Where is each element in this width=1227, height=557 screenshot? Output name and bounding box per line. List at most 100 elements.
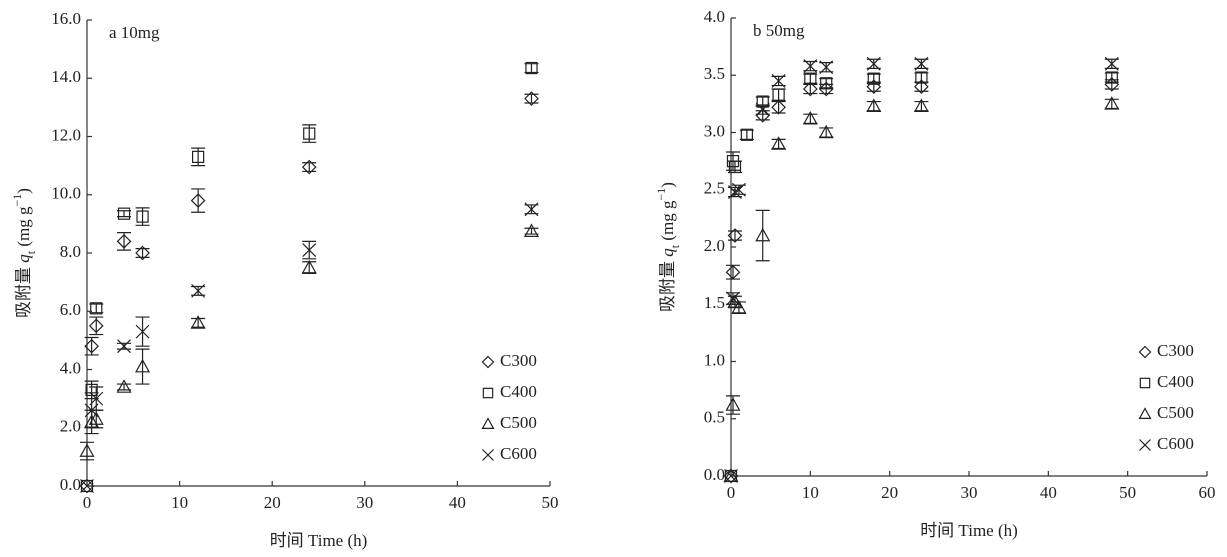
marker-square [915, 71, 928, 84]
y-tick-label: 6.0 [60, 300, 81, 319]
marker-triangle [88, 411, 104, 425]
marker-triangle [523, 223, 539, 237]
marker-diamond [914, 79, 929, 95]
marker-diamond [723, 468, 739, 484]
marker-diamond [802, 81, 818, 97]
error-bar [803, 83, 818, 95]
marker-triangle [1138, 407, 1152, 419]
y-tick-label: 1.0 [704, 350, 725, 369]
error-bar [819, 78, 834, 89]
x-tick-label: 50 [542, 493, 559, 512]
marker-diamond [725, 264, 741, 280]
y-axis-label-part: −1 [654, 188, 668, 201]
marker-triangle [1104, 96, 1120, 110]
x-tick-label: 10 [171, 493, 188, 512]
y-tick-label: 12.0 [51, 125, 81, 144]
marker-triangle [913, 98, 929, 112]
marker-square [117, 207, 131, 220]
error-bar [117, 210, 132, 218]
error-bar [866, 100, 881, 112]
legend-label: C400 [500, 382, 537, 401]
marker-triangle [818, 124, 834, 139]
error-bar [819, 127, 834, 138]
marker-diamond [88, 318, 104, 334]
error-bar [302, 162, 317, 173]
x-axis-label: 时间 Time (h) [920, 521, 1018, 540]
marker-cross [771, 74, 786, 88]
y-axis-label-part: t [668, 244, 682, 248]
y-axis-label-part: (mg g [658, 200, 677, 245]
axis-line [86, 20, 550, 487]
y-tick-label: 2.0 [60, 417, 81, 436]
marker-diamond [727, 228, 743, 243]
marker-triangle [79, 443, 95, 457]
marker-triangle [802, 111, 818, 125]
y-axis-label-part: ) [14, 188, 33, 194]
panel-label: b 50mg [753, 21, 805, 40]
marker-cross [89, 391, 104, 406]
marker-triangle [771, 136, 787, 150]
y-axis-label-part: ) [658, 182, 677, 188]
error-bar [771, 100, 786, 114]
marker-cross [803, 59, 818, 74]
legend-label: C300 [1157, 341, 1194, 360]
error-bar [135, 248, 150, 258]
marker-cross [80, 479, 94, 493]
error-bar [725, 264, 740, 280]
marker-triangle [301, 259, 317, 274]
marker-diamond [79, 478, 95, 494]
marker-square [1139, 377, 1151, 389]
marker-diamond [190, 193, 206, 208]
marker-cross [755, 102, 770, 117]
marker-triangle [723, 468, 739, 482]
marker-square [191, 150, 205, 164]
marker-triangle [116, 379, 132, 393]
error-bar [89, 303, 104, 314]
y-tick-label: 16.0 [51, 9, 81, 28]
y-tick-label: 3.0 [704, 121, 725, 140]
y-tick-label: 3.5 [704, 64, 725, 83]
y-tick-label: 0.5 [704, 408, 725, 427]
y-axis-label-part: q [658, 248, 677, 257]
y-tick-label: 4.0 [704, 7, 725, 26]
error-bar [914, 100, 929, 112]
x-tick-label: 0 [727, 483, 736, 502]
x-tick-label: 40 [1040, 483, 1057, 502]
marker-square [136, 210, 149, 223]
x-tick-label: 10 [802, 483, 819, 502]
marker-triangle [866, 98, 882, 112]
y-axis-label-part: 吸附量 [658, 257, 677, 312]
marker-diamond [135, 245, 150, 261]
y-axis-label: 吸附量 qt (mg g−1) [10, 188, 38, 318]
marker-square [820, 77, 833, 90]
x-tick-label: 50 [1119, 483, 1136, 502]
y-tick-label: 0.0 [60, 475, 81, 494]
marker-diamond [116, 234, 132, 249]
y-tick-label: 4.0 [60, 358, 81, 377]
error-bar [302, 261, 317, 274]
marker-diamond [524, 91, 539, 106]
error-bar [135, 348, 150, 385]
error-bar [524, 93, 539, 104]
x-tick-label: 20 [264, 493, 281, 512]
marker-square [303, 127, 316, 140]
error-bar [755, 209, 770, 262]
marker-cross [1139, 439, 1151, 451]
marker-square [482, 387, 494, 399]
legend-label: C600 [1157, 434, 1194, 453]
error-bar [914, 72, 929, 83]
y-tick-label: 0.0 [704, 465, 725, 484]
marker-square [740, 128, 753, 141]
legend-label: C300 [500, 351, 537, 370]
legend-label: C500 [1157, 403, 1194, 422]
x-tick-label: 30 [961, 483, 978, 502]
error-bar [191, 317, 206, 328]
marker-square [80, 479, 94, 493]
y-tick-label: 8.0 [60, 242, 81, 261]
legend-label: C400 [1157, 372, 1194, 391]
error-bar [739, 129, 754, 140]
marker-triangle [731, 299, 747, 314]
marker-square [867, 72, 880, 85]
y-axis-label-part: t [24, 250, 38, 254]
